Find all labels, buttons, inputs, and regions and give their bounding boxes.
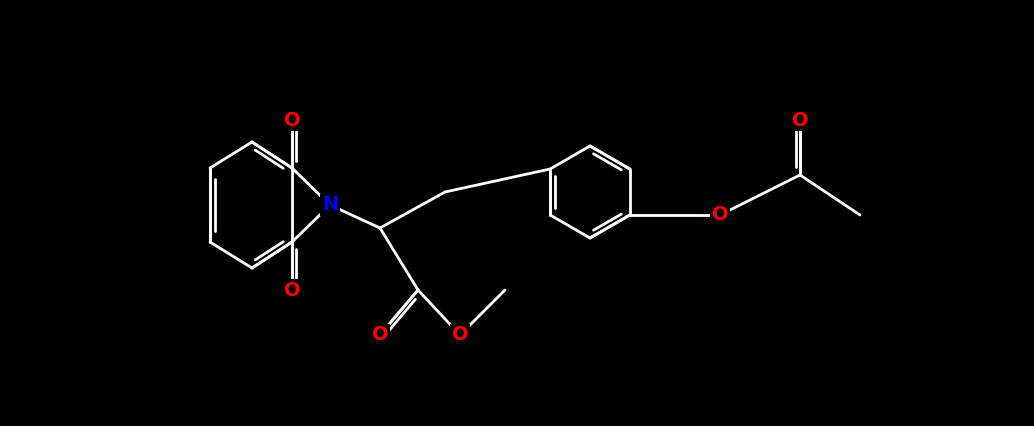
- Text: O: O: [371, 325, 389, 345]
- Text: O: O: [283, 280, 300, 299]
- Text: O: O: [792, 110, 809, 130]
- Text: O: O: [452, 325, 468, 345]
- Text: N: N: [322, 196, 338, 215]
- Text: O: O: [711, 205, 728, 225]
- Text: O: O: [283, 110, 300, 130]
